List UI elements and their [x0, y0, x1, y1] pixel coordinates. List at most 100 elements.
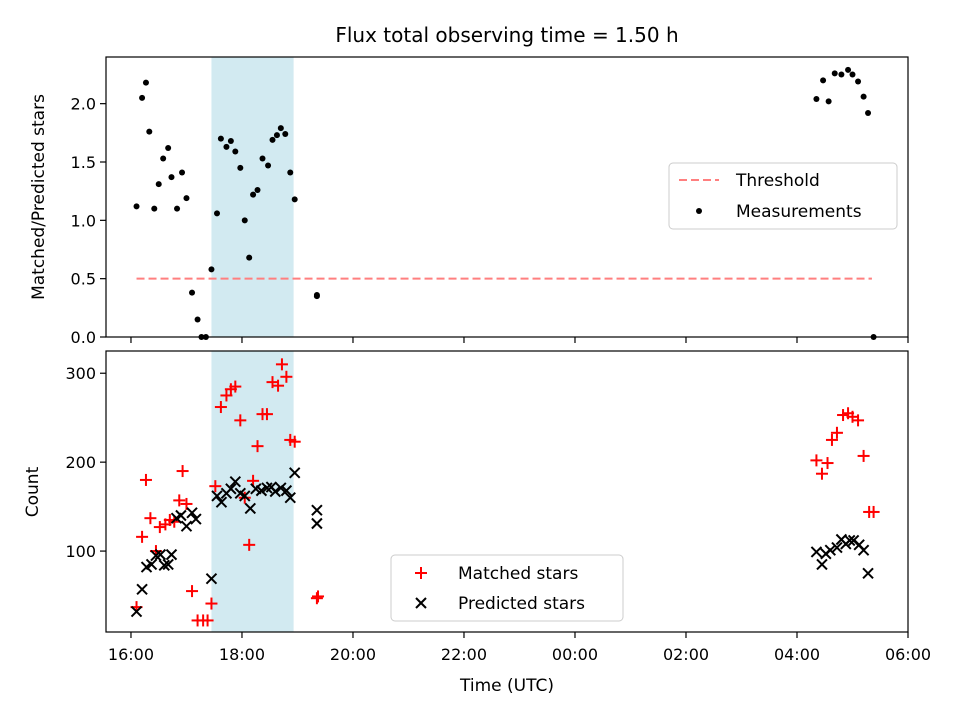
top-ytick-label: 0.0	[71, 328, 96, 347]
matched-star-point	[251, 440, 264, 453]
xtick-label: 20:00	[330, 645, 376, 664]
matched-star-point	[260, 408, 273, 421]
predicted-star-point	[244, 502, 257, 515]
matched-star-point	[810, 454, 823, 467]
predicted-star-point	[862, 567, 874, 580]
measurement-point	[277, 125, 284, 132]
xtick-label: 18:00	[219, 645, 265, 664]
top-plot-frame	[105, 56, 909, 338]
measurement-point	[825, 98, 832, 105]
measurement-point	[174, 205, 181, 212]
xtick-label: 02:00	[663, 645, 709, 664]
measurement-point	[214, 210, 221, 217]
predicted-legend-swatch	[415, 597, 427, 609]
matched-star-point	[201, 614, 214, 627]
predicted-star-point	[190, 513, 202, 525]
matched-star-point	[153, 521, 166, 534]
bot-ytick-label: 200	[65, 453, 96, 472]
bot-ytick-label: 100	[65, 542, 96, 561]
measurement-point	[831, 70, 838, 77]
matched-star-point	[176, 465, 189, 478]
x-axis-label: Time (UTC)	[459, 676, 554, 696]
predicted-star-point	[810, 546, 823, 558]
predicted-star-point	[280, 484, 293, 497]
measurement-point	[860, 93, 867, 100]
predicted-star-point	[824, 544, 837, 556]
measurement-point	[155, 181, 162, 188]
measurement-point	[849, 71, 856, 78]
predicted-star-point	[229, 476, 242, 488]
measurement-point	[287, 169, 294, 176]
measurement-point	[820, 77, 827, 84]
measurement-point	[273, 132, 280, 139]
measurement-point	[813, 96, 820, 102]
measurement-point	[291, 196, 298, 203]
predicted-star-point	[154, 548, 167, 561]
measurement-point	[865, 110, 872, 116]
measurement-point	[151, 205, 158, 212]
measurement-point	[133, 203, 140, 210]
measurement-point	[313, 292, 320, 298]
predicted-star-point	[225, 483, 237, 495]
measurement-point	[269, 136, 276, 143]
measurement-point	[208, 266, 215, 273]
measurement-point	[194, 316, 201, 323]
threshold-legend-label: Threshold	[735, 171, 820, 191]
predicted-star-point	[255, 484, 268, 497]
matched-star-point	[272, 379, 285, 392]
matched-star-point	[825, 433, 838, 446]
matched-legend-swatch	[415, 567, 427, 579]
matched-star-point	[186, 585, 199, 598]
measurement-point	[282, 131, 289, 137]
matched-star-point	[280, 370, 293, 383]
top-legend: Threshold Measurements	[668, 162, 898, 230]
predicted-star-point	[130, 605, 143, 618]
measurement-point	[146, 128, 153, 135]
xtick-label: 06:00	[885, 645, 931, 664]
predicted-star-point	[145, 558, 158, 571]
matched-star-point	[180, 497, 193, 510]
matched-star-point	[220, 389, 233, 402]
measurement-point	[259, 155, 266, 162]
matched-star-point	[815, 467, 828, 480]
measurement-point	[237, 164, 244, 171]
xtick-label: 04:00	[774, 645, 820, 664]
bottom-panel: 100 200 300 16:00 18:00 20:00 22:00 00:00 02:00…	[23, 350, 931, 696]
matched-star-point	[214, 401, 227, 414]
matched-star-point	[312, 590, 325, 603]
predicted-star-point	[284, 492, 296, 504]
predicted-star-point	[311, 504, 323, 516]
matched-star-point	[857, 449, 870, 462]
matched-star-point	[234, 414, 247, 427]
measurement-point	[838, 71, 845, 78]
matched-star-point	[852, 414, 865, 427]
predicted-star-point	[311, 517, 323, 530]
measurement-point	[223, 143, 230, 150]
matched-star-point	[144, 512, 157, 525]
predicted-star-point	[844, 534, 856, 547]
measurement-point	[179, 169, 186, 176]
predicted-star-point	[136, 583, 148, 596]
measurement-point	[139, 94, 146, 101]
xtick-label: 16:00	[108, 645, 154, 664]
measurement-point	[189, 289, 196, 296]
top-y-axis-label: Matched/Predicted stars	[29, 94, 49, 300]
matched-star-point	[209, 480, 222, 493]
predicted-star-point	[831, 541, 843, 554]
xtick-label: 22:00	[441, 645, 487, 664]
predicted-star-point	[239, 490, 251, 502]
predicted-star-point	[857, 544, 870, 556]
predicted-star-point	[275, 482, 287, 494]
bottom-legend-box	[390, 554, 624, 622]
matched-star-point	[830, 426, 843, 439]
predicted-star-point	[288, 467, 301, 479]
predicted-star-point	[180, 520, 193, 532]
measurement-point	[183, 195, 190, 202]
top-ytick-label: 2.0	[71, 95, 96, 114]
measurement-point	[845, 66, 852, 73]
predicted-star-point	[215, 496, 228, 508]
measurement-point	[241, 217, 248, 224]
predicted-star-point	[211, 490, 223, 502]
top-ytick-label: 1.5	[71, 153, 96, 172]
